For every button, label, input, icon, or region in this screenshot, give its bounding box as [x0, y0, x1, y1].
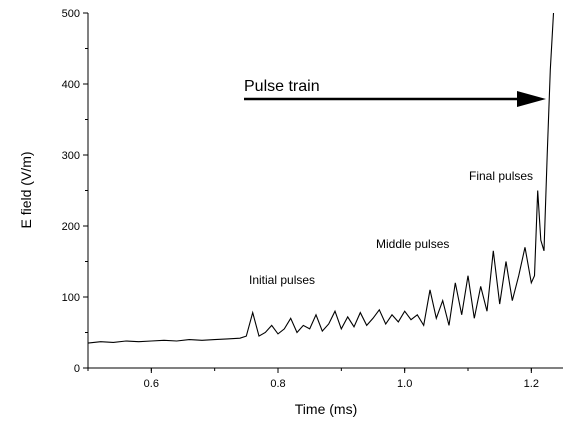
y-axis-title: E field (V/m) — [18, 151, 34, 228]
annotation-initial-pulses: Initial pulses — [249, 273, 315, 287]
y-tick-label: 100 — [62, 292, 80, 304]
y-tick-label: 0 — [74, 363, 80, 375]
pulse-train-arrow — [244, 91, 546, 107]
x-tick-label: 1.2 — [524, 378, 539, 390]
annotation-final-pulses: Final pulses — [469, 169, 533, 183]
y-tick-label: 400 — [62, 79, 80, 91]
y-tick-label: 500 — [62, 8, 80, 20]
x-tick-label: 0.8 — [270, 378, 285, 390]
y-tick-label: 200 — [62, 221, 80, 233]
x-tick-label: 1.0 — [397, 378, 412, 390]
annotation-pulse-train: Pulse train — [244, 78, 320, 95]
x-tick-label: 0.6 — [144, 378, 159, 390]
annotation-middle-pulses: Middle pulses — [376, 237, 449, 251]
axis-ticks: 0 100 200 300 400 500 0.6 0.8 1.0 1.2 — [62, 8, 539, 390]
y-tick-label: 300 — [62, 150, 80, 162]
series-line — [87, 12, 555, 344]
x-axis-title: Time (ms) — [295, 401, 357, 417]
axes — [87, 13, 563, 369]
